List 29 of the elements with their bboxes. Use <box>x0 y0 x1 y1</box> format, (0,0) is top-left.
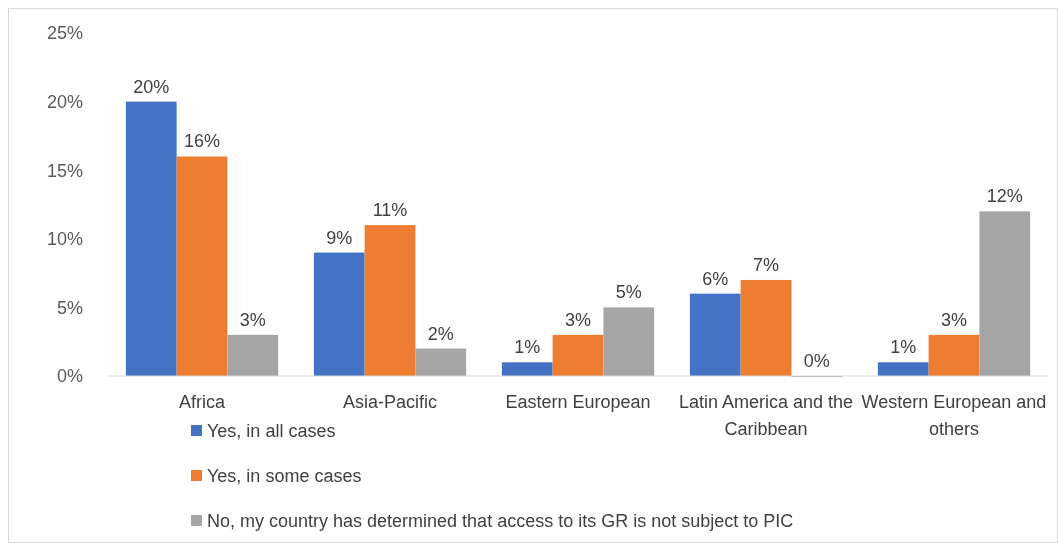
legend-label: No, my country has determined that access to its GR is not subject to PIC <box>207 511 794 532</box>
y-tick-label: 15% <box>46 160 83 181</box>
x-tick-label: Eastern European <box>505 392 651 412</box>
data-label: 1% <box>514 337 541 358</box>
x-tick-label: Western European and others <box>861 392 1047 439</box>
y-tick-label: 20% <box>46 91 83 112</box>
data-label: 3% <box>940 309 968 330</box>
data-label: 3% <box>564 309 592 330</box>
data-label: 3% <box>239 309 266 330</box>
data-label: 20% <box>133 76 170 97</box>
y-tick-label: 25% <box>46 23 83 44</box>
y-tick-label: 5% <box>56 297 83 318</box>
data-label: 16% <box>183 131 221 152</box>
x-tick-label: Africa <box>178 392 226 412</box>
data-label: 1% <box>890 337 917 358</box>
legend-label: Yes, in some cases <box>207 466 362 487</box>
data-label: 12% <box>986 186 1023 207</box>
y-tick-label: 10% <box>46 229 83 250</box>
legend-label: Yes, in all cases <box>207 421 336 442</box>
y-tick-label: 0% <box>56 366 83 387</box>
data-label: 9% <box>326 227 353 248</box>
data-label: 5% <box>615 282 642 303</box>
data-label: 2% <box>427 323 454 344</box>
data-label: 7% <box>752 254 780 275</box>
data-label: 6% <box>702 268 729 289</box>
x-tick-label: Latin America and the Caribbean <box>678 392 854 439</box>
x-tick-label: Asia-Pacific <box>342 392 438 412</box>
data-label: 0% <box>803 351 830 371</box>
data-label: 11% <box>372 200 408 221</box>
